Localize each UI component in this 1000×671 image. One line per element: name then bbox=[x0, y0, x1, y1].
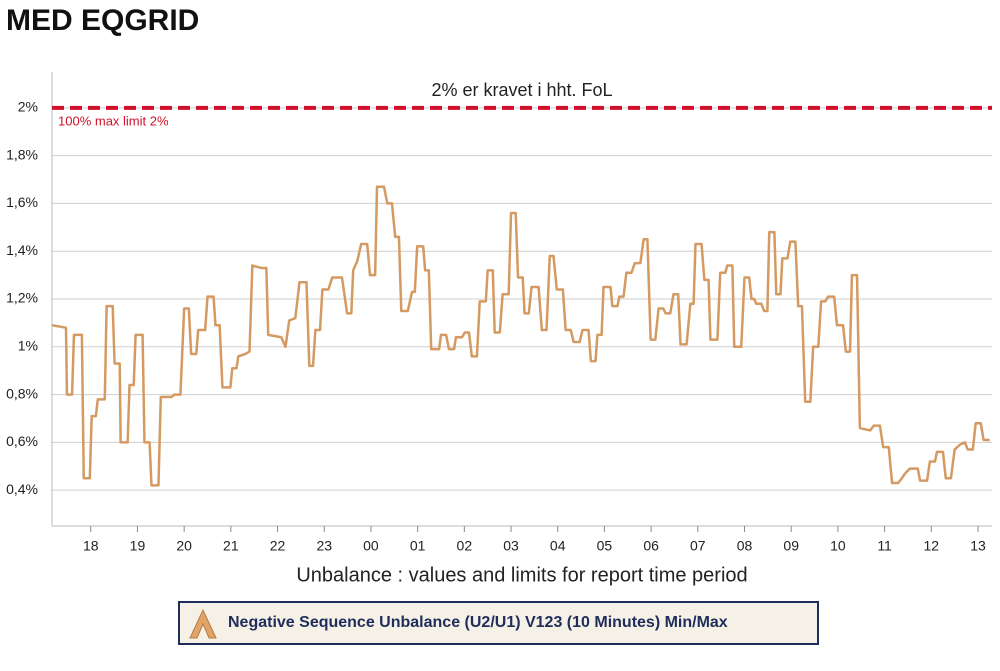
x-tick-label: 08 bbox=[737, 538, 753, 554]
y-tick-label: 0,8% bbox=[6, 385, 38, 401]
y-tick-label: 0,4% bbox=[6, 481, 38, 497]
legend-box bbox=[178, 601, 819, 645]
x-tick-label: 01 bbox=[410, 538, 426, 554]
x-tick-label: 18 bbox=[83, 538, 99, 554]
x-tick-label: 13 bbox=[970, 538, 986, 554]
x-tick-label: 03 bbox=[503, 538, 519, 554]
x-tick-label: 11 bbox=[877, 538, 892, 554]
chart-title: MED EQGRID bbox=[6, 4, 199, 37]
x-tick-label: 04 bbox=[550, 538, 566, 554]
x-tick-label: 00 bbox=[363, 538, 379, 554]
x-tick-label: 09 bbox=[783, 538, 799, 554]
x-tick-label: 02 bbox=[457, 538, 473, 554]
annotation: 2% er kravet i hht. FoL bbox=[431, 80, 612, 100]
x-tick-label: 23 bbox=[316, 538, 332, 554]
x-tick-label: 06 bbox=[643, 538, 659, 554]
y-tick-label: 1,6% bbox=[6, 194, 38, 210]
legend-label: Negative Sequence Unbalance (U2/U1) V123… bbox=[228, 614, 728, 631]
x-tick-label: 07 bbox=[690, 538, 706, 554]
data-line bbox=[51, 185, 990, 487]
x-axis-title: Unbalance : values and limits for report… bbox=[296, 564, 747, 586]
x-tick-label: 22 bbox=[270, 538, 286, 554]
x-tick-label: 10 bbox=[830, 538, 846, 554]
x-tick-label: 12 bbox=[924, 538, 940, 554]
x-tick-label: 20 bbox=[176, 538, 192, 554]
y-tick-label: 1,2% bbox=[6, 290, 38, 306]
y-tick-label: 2% bbox=[18, 99, 38, 115]
y-tick-label: 1,8% bbox=[6, 146, 38, 162]
legend-icon bbox=[189, 608, 217, 639]
x-tick-label: 05 bbox=[597, 538, 613, 554]
limit-label: 100% max limit 2% bbox=[58, 113, 169, 128]
y-tick-label: 1,4% bbox=[6, 242, 38, 258]
y-tick-label: 1% bbox=[18, 337, 38, 353]
x-tick-label: 19 bbox=[130, 538, 146, 554]
y-tick-label: 0,6% bbox=[6, 433, 38, 449]
x-tick-label: 21 bbox=[223, 538, 239, 554]
